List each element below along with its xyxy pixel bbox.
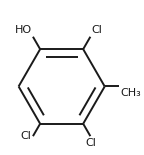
Text: CH₃: CH₃ [121,88,141,98]
Text: HO: HO [14,25,32,35]
Text: Cl: Cl [92,25,103,35]
Text: Cl: Cl [85,138,96,148]
Text: Cl: Cl [21,131,32,141]
